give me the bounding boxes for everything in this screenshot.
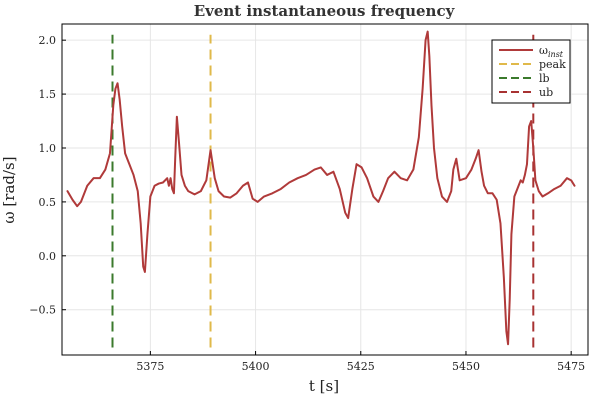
x-tick-label: 5475 [557, 360, 585, 373]
legend-label-lb: lb [539, 72, 550, 85]
legend-label-omega-sub: inst [548, 50, 564, 59]
y-axis-label: ω [rad/s] [0, 156, 18, 223]
x-tick-label: 5375 [136, 360, 164, 373]
legend-label-omega-main: ω [539, 44, 548, 57]
x-grid [149, 24, 572, 355]
y-ticks: −0.5 0.0 0.5 1.0 1.5 2.0 [29, 34, 66, 317]
x-axis-label: t [s] [309, 377, 339, 395]
legend-label-ub: ub [539, 86, 553, 99]
y-tick-label: 0.5 [39, 196, 57, 209]
x-ticks: 5375 5400 5425 5450 5475 [136, 351, 585, 373]
legend: ωinst peak lb ub [491, 39, 571, 104]
y-tick-label: 2.0 [39, 34, 57, 47]
legend-label-peak: peak [539, 58, 566, 71]
y-tick-label: 0.0 [39, 250, 57, 263]
x-tick-label: 5425 [347, 360, 375, 373]
y-tick-label: −0.5 [29, 304, 56, 317]
x-tick-label: 5450 [452, 360, 480, 373]
y-tick-label: 1.0 [39, 142, 57, 155]
x-tick-label: 5400 [242, 360, 270, 373]
series-line-omega [66, 30, 576, 346]
y-tick-label: 1.5 [39, 88, 57, 101]
plot-frame [61, 23, 589, 356]
legend-label-omega: ωinst [539, 44, 564, 59]
chart-title: Event instantaneous frequency [194, 2, 456, 20]
